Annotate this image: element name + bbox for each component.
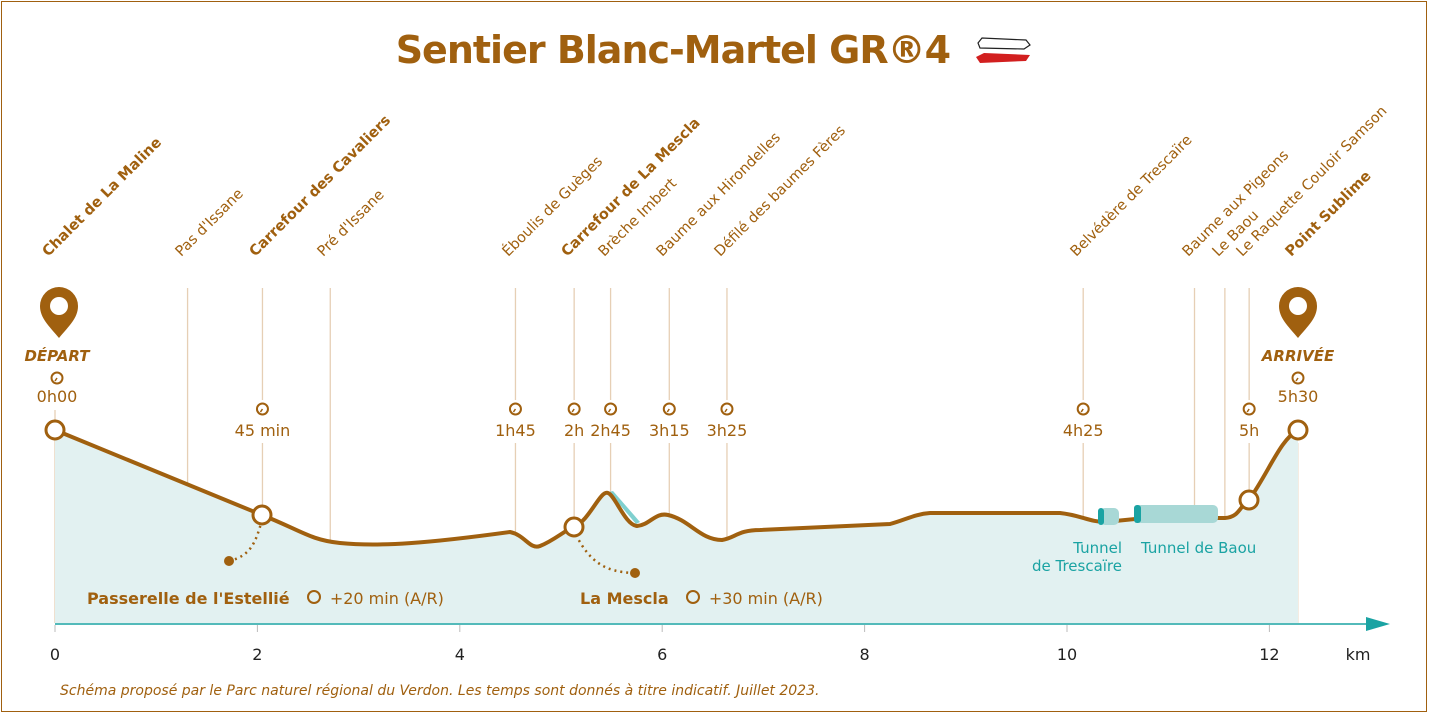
waypoint-time: 3h15 (648, 421, 690, 440)
axis-tick-label: 12 (1259, 645, 1280, 664)
tunnel-label-line: Tunnel (1073, 539, 1122, 557)
clock-icon (50, 371, 64, 385)
clock-icon (662, 402, 676, 416)
side-trip-estellie-dot (224, 556, 234, 566)
clock-icon (567, 402, 581, 416)
side-trip-name: La Mescla (580, 589, 669, 608)
tunnel-trescaire (1098, 508, 1119, 525)
axis-unit: km (1345, 645, 1371, 664)
clock-icon (306, 590, 321, 604)
side-trip-mescla: La Mescla +30 min (A/R) (580, 589, 823, 608)
waypoint-node (1287, 419, 1309, 441)
waypoint-node (1238, 489, 1260, 511)
waypoint-time: 2h45 (590, 421, 631, 440)
clock-icon (1242, 402, 1256, 416)
waypoint-time: 4h25 (1062, 421, 1104, 440)
waypoint-time: 1h45 (495, 421, 536, 440)
axis-tick-label: 6 (657, 645, 668, 664)
axis-tick-label: 10 (1056, 645, 1078, 664)
side-trip-mescla-dot (630, 568, 640, 578)
waypoint-node (251, 504, 273, 526)
side-trip-extra-time: +30 min (A/R) (708, 589, 823, 608)
tunnel-baou-label: Tunnel de Baou (1141, 539, 1257, 557)
clock-icon (255, 402, 269, 416)
page-title: Sentier Blanc-Martel GR®4 (0, 28, 1430, 72)
axis-tick-label: 0 (49, 645, 61, 664)
gr-trail-flag-icon (976, 36, 1032, 63)
tunnel-baou (1134, 505, 1218, 523)
clock-icon (604, 402, 618, 416)
clock-icon (720, 402, 734, 416)
title-text: Sentier Blanc-Martel GR®4 (395, 28, 951, 72)
clock-icon (508, 402, 522, 416)
waypoint-time: 5h (1238, 421, 1260, 440)
waypoint-node (44, 419, 66, 441)
side-trip-mescla-path (574, 534, 635, 575)
clock-icon (685, 590, 700, 604)
start-label: DÉPART (24, 347, 90, 365)
waypoint-time: 3h25 (706, 421, 748, 440)
finish-time: 5h30 (1277, 387, 1319, 406)
waypoint-time: 2h (563, 421, 585, 440)
axis-tick-label: 2 (252, 645, 263, 664)
side-trip-estellie: Passerelle de l'Estellié +20 min (A/R) (87, 589, 444, 608)
waypoint-node (563, 516, 585, 538)
profile-fill (55, 430, 1298, 623)
axis-tick-label: 4 (454, 645, 465, 664)
clock-icon (1076, 402, 1090, 416)
tunnel-label-line: de Trescaïre (1031, 557, 1122, 575)
finish-pin-icon (1279, 287, 1317, 338)
x-axis-arrow (1366, 617, 1390, 631)
side-trip-name: Passerelle de l'Estellié (87, 589, 290, 608)
start-time: 0h00 (36, 387, 78, 406)
footer-note: Schéma proposé par le Parc naturel régio… (60, 683, 820, 699)
waypoint-time: 45 min (234, 421, 291, 440)
brèche-slope-hatch (609, 491, 640, 524)
finish-label: ARRIVÉE (1261, 347, 1335, 365)
start-pin-icon (40, 287, 78, 338)
side-trip-extra-time: +20 min (A/R) (329, 589, 444, 608)
tunnel-trescaire-label: Tunnel de Trescaïre (1022, 539, 1122, 575)
clock-icon (1291, 371, 1305, 385)
axis-tick-label: 8 (859, 645, 870, 664)
